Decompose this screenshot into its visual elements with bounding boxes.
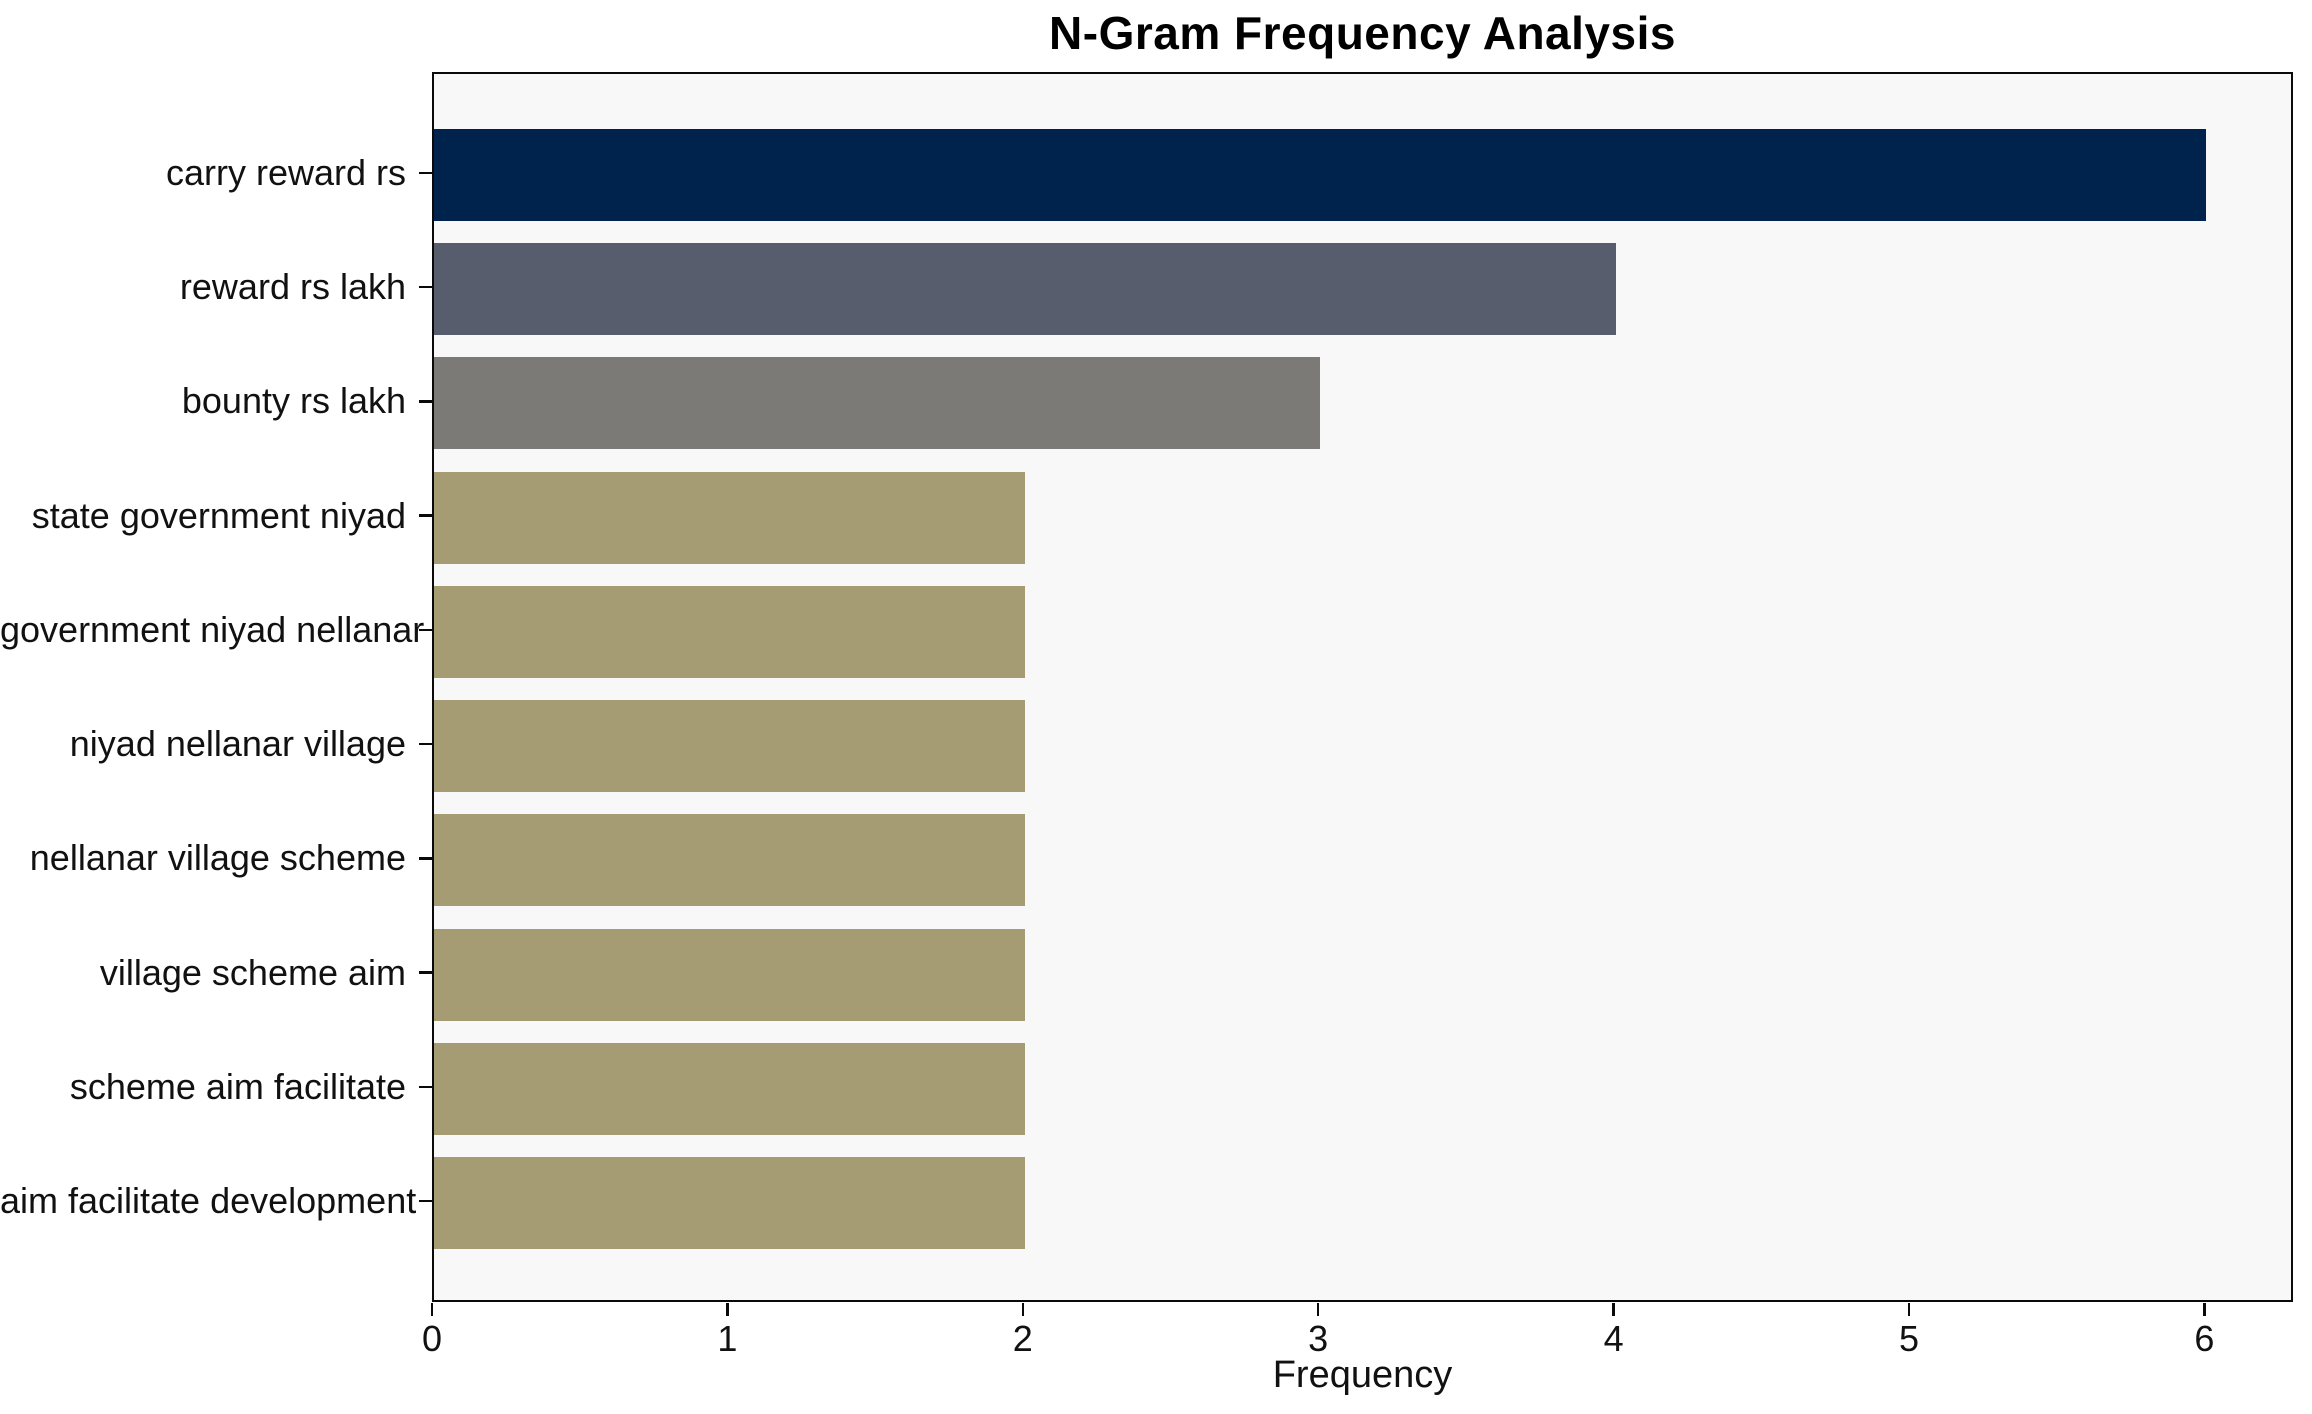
- y-tick-mark: [419, 285, 432, 289]
- bar: [434, 814, 1025, 907]
- bar: [434, 700, 1025, 793]
- bar: [434, 357, 1321, 450]
- x-tick-mark: [1612, 1303, 1615, 1316]
- y-tick-mark: [419, 171, 432, 175]
- bar: [434, 928, 1025, 1021]
- y-tick-mark: [419, 971, 432, 974]
- x-tick-label: 6: [2194, 1318, 2215, 1359]
- y-tick-label: scheme aim facilitate: [69, 1065, 406, 1107]
- y-tick-mark: [419, 1199, 432, 1203]
- x-tick-label: 4: [1603, 1318, 1624, 1359]
- y-tick-mark: [419, 514, 432, 517]
- chart-title: N-Gram Frequency Analysis: [1049, 7, 1676, 59]
- x-tick-label: 5: [1898, 1318, 1919, 1359]
- y-tick-label: reward rs lakh: [179, 266, 406, 308]
- x-tick-mark: [1021, 1303, 1025, 1316]
- y-tick-label: nellanar village scheme: [29, 837, 406, 879]
- bar: [434, 129, 2207, 221]
- x-tick-mark: [726, 1303, 729, 1316]
- x-axis-title: Frequency: [1272, 1354, 1453, 1396]
- y-tick-label: niyad nellanar village: [69, 723, 406, 765]
- bar: [434, 585, 1025, 678]
- bar: [434, 1157, 1025, 1249]
- x-tick-mark: [430, 1303, 434, 1316]
- bar: [434, 1042, 1025, 1135]
- y-tick-mark: [419, 400, 432, 403]
- x-tick-mark: [1316, 1303, 1320, 1316]
- y-tick-label: aim facilitate development: [0, 1180, 417, 1221]
- x-tick-label: 1: [717, 1318, 738, 1359]
- y-tick-mark: [419, 628, 432, 632]
- x-tick-label: 2: [1012, 1318, 1033, 1359]
- y-tick-label: village scheme aim: [99, 951, 406, 993]
- y-tick-label: government niyad nellanar: [0, 608, 425, 650]
- y-tick-mark: [419, 1085, 432, 1089]
- y-tick-mark: [419, 857, 432, 860]
- bar: [434, 471, 1025, 564]
- y-tick-mark: [419, 742, 432, 746]
- y-tick-label: bounty rs lakh: [181, 380, 406, 422]
- x-tick-mark: [2203, 1303, 2206, 1316]
- bar: [434, 243, 1616, 336]
- y-tick-label: carry reward rs: [165, 152, 406, 193]
- x-tick-label: 0: [421, 1318, 443, 1359]
- x-tick-label: 3: [1308, 1318, 1329, 1359]
- plot-area: [432, 72, 2293, 1302]
- y-tick-label: state government niyad: [31, 494, 406, 536]
- x-tick-mark: [1907, 1303, 1911, 1316]
